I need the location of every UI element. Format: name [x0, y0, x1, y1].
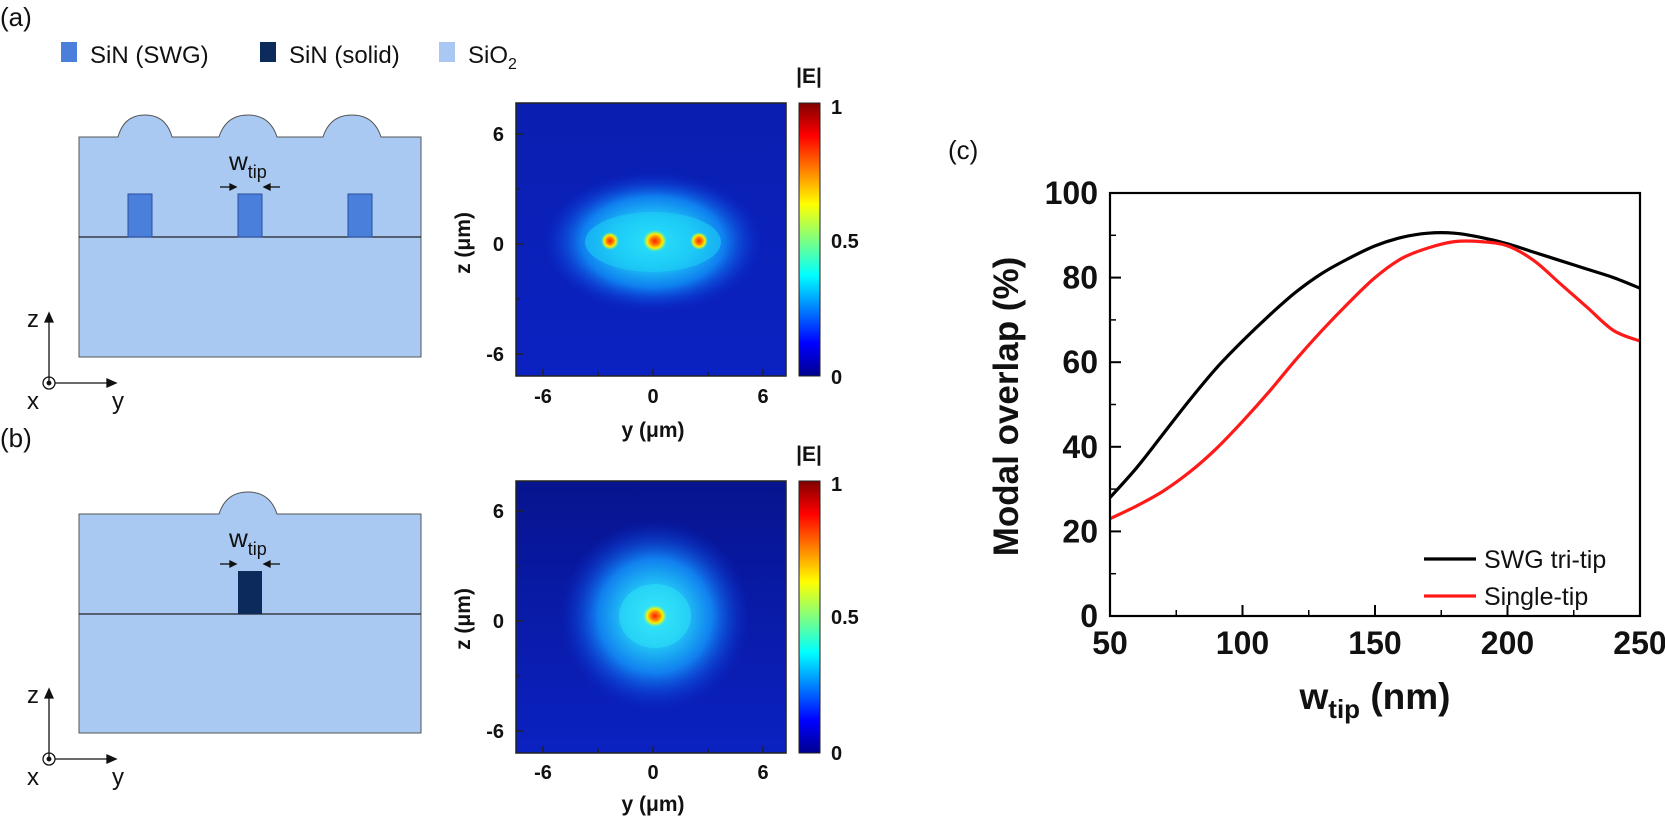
legend-label-swg: SiN (SWG): [90, 42, 209, 69]
hotspot-b-center: [643, 605, 667, 627]
series-swg-tri-tip-line: [1108, 231, 1641, 499]
axis-z-a: z: [27, 306, 39, 333]
modal-overlap-chart: 50 100 150 200 250 0 20 40 60 80 100 SWG tri-tip Sin…: [987, 175, 1665, 724]
field-map-b-xlabel: y (μm): [621, 793, 684, 816]
panel-label-b: (b): [0, 423, 32, 453]
field-map-b-xtick-6: 6: [757, 762, 768, 784]
axis-x-a: x: [27, 388, 39, 415]
hotspot-a-center: [643, 230, 667, 252]
swg-tip-left: [127, 193, 153, 238]
field-map-a-ytick-0: 0: [493, 234, 504, 256]
x-tick-label: 150: [1348, 625, 1401, 661]
field-map-a-ytick-6: 6: [493, 124, 504, 146]
chart-frame: [1108, 191, 1642, 618]
y-tick-label: 60: [1062, 344, 1098, 380]
field-map-a-ylabel: z (μm): [452, 212, 475, 274]
field-map-a: -6 0 6 6 0 -6 y (μm) z (μm) |E| 1 0.5 0: [452, 65, 859, 442]
panel-label-c: (c): [948, 135, 978, 165]
x-axis-label: wtip (nm): [1299, 676, 1451, 724]
legend-label-sio2: SiO2: [468, 42, 517, 73]
hotspot-a-right: [690, 232, 708, 250]
field-map-b-ticks: [516, 510, 764, 753]
y-tick-label: 20: [1062, 513, 1098, 549]
colorbar-b-tick-0: 0: [831, 743, 842, 765]
field-map-a-xtick-6: 6: [757, 386, 768, 408]
colorbar-b-tick-1: 1: [831, 474, 842, 496]
schematic-b: wtip z x y: [27, 491, 422, 791]
colorbar-b: [798, 480, 821, 754]
swg-tip-right: [347, 193, 373, 238]
colorbar-a-tick-half: 0.5: [831, 231, 859, 253]
solid-tip: [238, 571, 262, 614]
y-tick-label: 80: [1062, 260, 1098, 296]
y-axis-label: Modal overlap (%): [987, 257, 1026, 556]
field-map-a-ytick-neg6: -6: [486, 344, 504, 366]
axis-z-b: z: [27, 682, 39, 709]
panel-label-a: (a): [0, 2, 32, 32]
y-tick-label: 100: [1045, 175, 1098, 211]
wtip-arrows-a: [220, 182, 280, 192]
colorbar-b-tick-half: 0.5: [831, 607, 859, 629]
axis-y-a: y: [112, 388, 124, 415]
legend-swatch-solid: [260, 42, 276, 62]
hotspot-a-left: [601, 232, 619, 250]
field-map-a-xlabel: y (μm): [621, 419, 684, 442]
y-tick-label: 40: [1062, 429, 1098, 465]
x-tick-label: 200: [1481, 625, 1534, 661]
x-tick-label: 100: [1216, 625, 1269, 661]
field-map-b-ytick-0: 0: [493, 611, 504, 633]
field-map-b-ytick-6: 6: [493, 501, 504, 523]
colorbar-a: [798, 102, 821, 377]
field-map-b-ylabel: z (μm): [452, 588, 475, 650]
colorbar-a-tick-1: 1: [831, 97, 842, 119]
legend-swatch-swg: [61, 42, 77, 62]
colorbar-a-title: |E|: [796, 65, 822, 88]
axis-y-b: y: [112, 764, 124, 791]
axis-x-b: x: [27, 764, 39, 791]
wtip-arrows-b: [220, 559, 280, 569]
field-map-a-xtick-0: 0: [647, 386, 658, 408]
swg-tip-center: [237, 193, 263, 238]
axes-icon-a: [42, 311, 118, 390]
legend-label-solid: SiN (solid): [289, 42, 400, 69]
series-single-tip-line: [1109, 239, 1641, 521]
x-tick-label: 50: [1092, 625, 1128, 661]
colorbar-a-tick-0: 0: [831, 367, 842, 389]
field-map-a-xtick-neg6: -6: [534, 386, 552, 408]
y-tick-label: 0: [1080, 598, 1098, 634]
field-map-b-ytick-neg6: -6: [486, 721, 504, 743]
field-map-b-frame: [515, 480, 787, 754]
material-legend: SiN (SWG) SiN (solid) SiO2: [61, 42, 517, 73]
field-map-b-xtick-0: 0: [647, 762, 658, 784]
schematic-a: wtip z x y: [27, 114, 422, 415]
colorbar-b-title: |E|: [796, 443, 822, 466]
legend-item-single-tip-label: Single-tip: [1484, 583, 1588, 611]
wtip-label-a: wtip: [228, 146, 267, 182]
legend-swatch-sio2: [439, 42, 455, 62]
field-map-a-frame: [515, 102, 787, 377]
x-tick-label: 250: [1613, 625, 1665, 661]
field-map-b: -6 0 6 6 0 -6 y (μm) z (μm) |E| 1 0.5 0: [452, 443, 859, 816]
legend-item-swg-tri-tip-label: SWG tri-tip: [1484, 546, 1606, 574]
field-map-b-xtick-neg6: -6: [534, 762, 552, 784]
axes-icon-b: [42, 687, 118, 766]
field-map-a-ticks: [516, 133, 764, 376]
wtip-label-b: wtip: [228, 523, 267, 559]
